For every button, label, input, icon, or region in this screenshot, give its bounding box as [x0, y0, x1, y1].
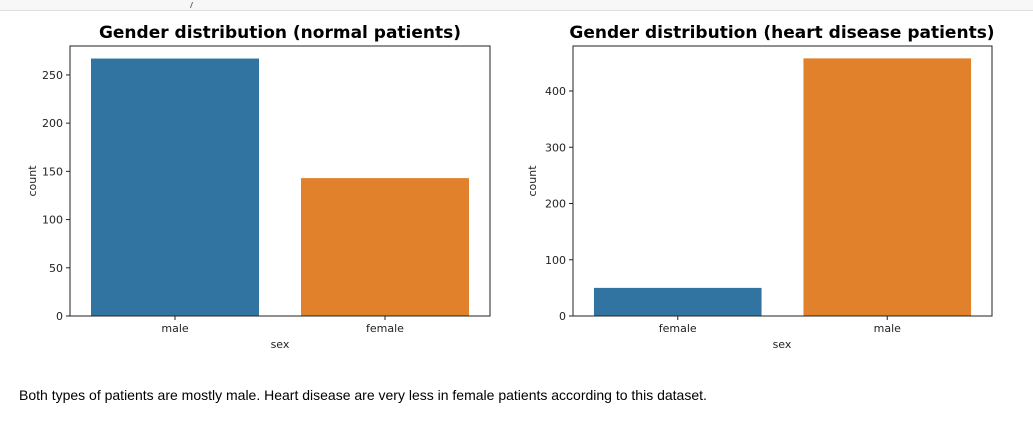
plot-frame [572, 45, 993, 317]
caption-text: Both types of patients are mostly male. … [19, 387, 707, 403]
y-tick-label: 0 [559, 310, 566, 323]
y-axis-label: count [526, 165, 539, 197]
chart-normal-patients: Gender distribution (normal patients) 0 5… [26, 23, 491, 351]
x-tick-label: male [874, 322, 902, 335]
y-axis-label: count [26, 165, 39, 197]
y-tick-label: 50 [49, 262, 63, 275]
y-tick-label: 100 [42, 214, 63, 227]
y-tick-label: 200 [42, 117, 63, 130]
figure-canvas: Gender distribution (normal patients) 0 5… [26, 23, 995, 351]
x-tick-label: female [659, 322, 697, 335]
y-tick-label: 0 [56, 310, 63, 323]
bars-group [91, 58, 469, 317]
y-tick-label: 300 [545, 141, 566, 154]
x-axis-label: sex [271, 338, 290, 351]
y-ticks: 0 50 100 150 200 250 [42, 69, 70, 323]
chart-title: Gender distribution (normal patients) [99, 23, 461, 43]
y-tick-label: 250 [42, 69, 63, 82]
chart-title: Gender distribution (heart disease patie… [569, 23, 994, 43]
x-tick-label: female [366, 322, 404, 335]
bar-female [301, 178, 469, 316]
y-ticks: 0 100 200 300 400 [545, 85, 573, 323]
x-ticks: male female [161, 316, 404, 335]
bar-male [91, 58, 259, 317]
y-tick-label: 200 [545, 198, 566, 211]
bar-female [593, 287, 762, 316]
y-tick-label: 100 [545, 254, 566, 267]
plot-frame [69, 45, 491, 317]
y-tick-label: 400 [545, 85, 566, 98]
chart-heart-disease-patients: Gender distribution (heart disease patie… [526, 23, 995, 351]
x-ticks: female male [659, 316, 901, 335]
y-tick-label: 150 [42, 165, 63, 178]
notebook-top-strip [0, 0, 1033, 11]
bars-group [593, 58, 972, 316]
bar-male [803, 58, 972, 316]
x-tick-label: male [161, 322, 189, 335]
x-axis-label: sex [773, 338, 792, 351]
